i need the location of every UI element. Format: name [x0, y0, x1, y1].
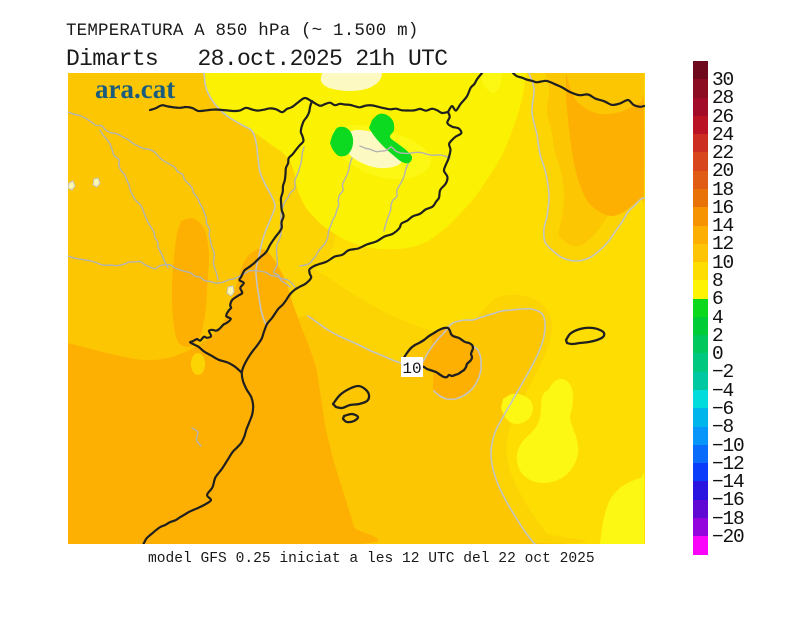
svg-text:10: 10 [402, 360, 421, 378]
